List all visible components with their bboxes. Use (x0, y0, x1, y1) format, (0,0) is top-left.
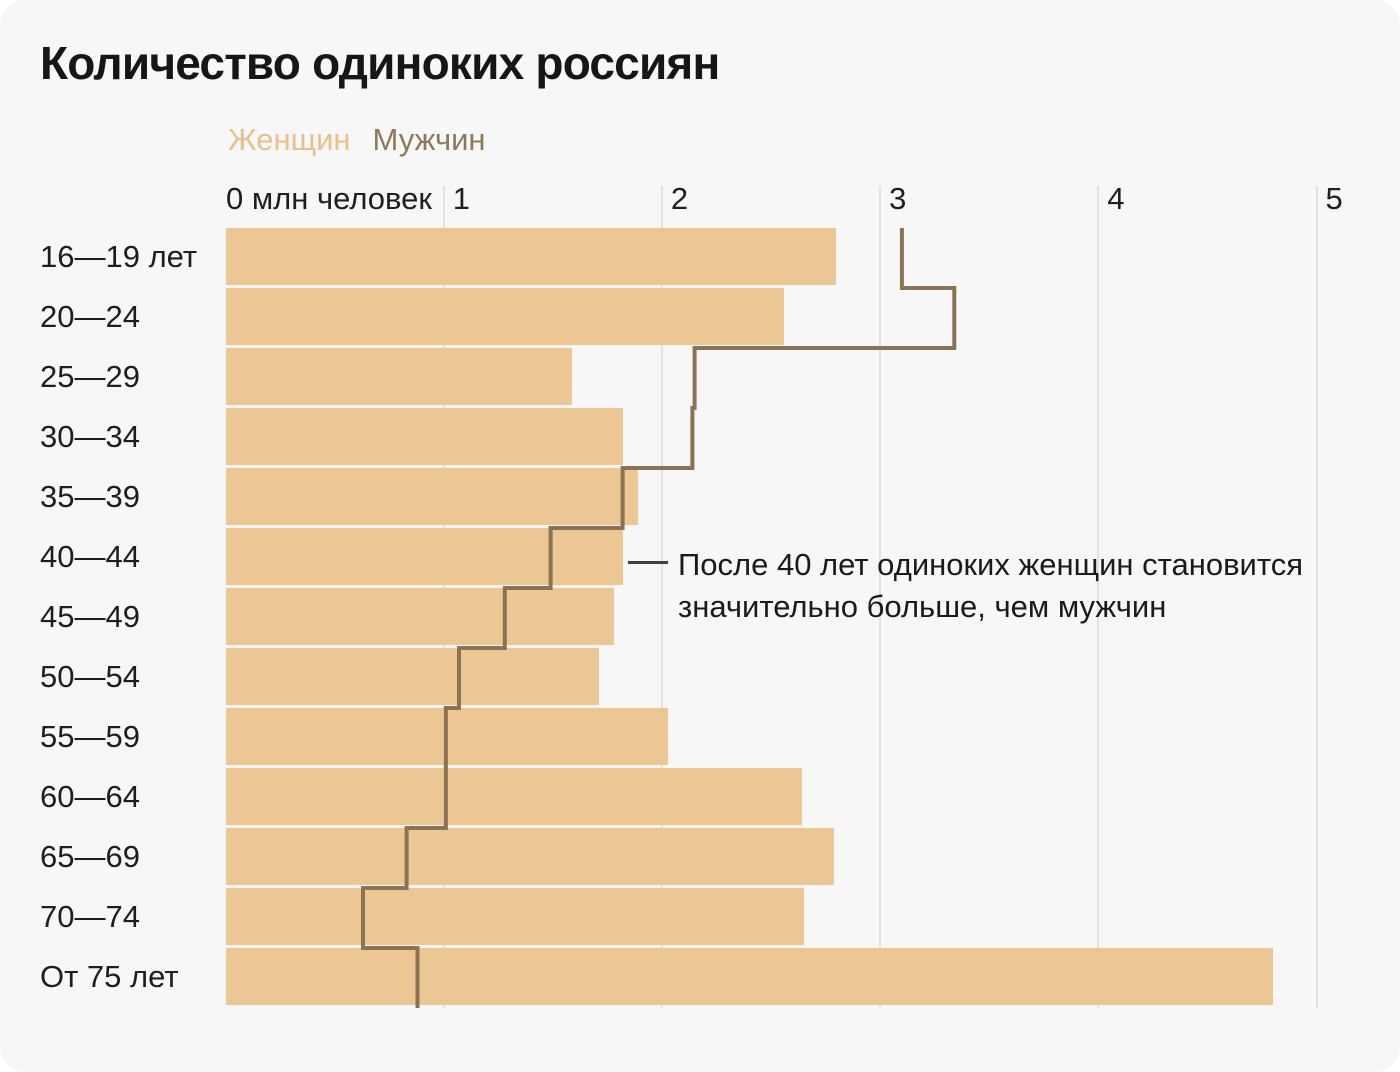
x-tick-label-5: 5 (1325, 181, 1343, 216)
gridline-5 (1315, 186, 1318, 1008)
row-label-8: 55—59 (40, 718, 140, 754)
row-label-1: 20—24 (40, 298, 140, 334)
bar-women-2 (225, 348, 573, 405)
x-tick-label-3: 3 (889, 181, 907, 216)
bar-women-11 (225, 888, 804, 945)
legend-item-women: Женщин (228, 122, 351, 157)
bar-women-4 (225, 468, 638, 525)
x-tick-label-4: 4 (1107, 181, 1125, 216)
legend-item-men: Мужчин (372, 122, 486, 157)
row-label-10: 65—69 (40, 838, 140, 874)
row-label-5: 40—44 (40, 538, 140, 574)
bar-women-0 (225, 228, 837, 285)
bar-women-7 (225, 648, 599, 705)
row-label-3: 30—34 (40, 418, 140, 454)
row-label-6: 45—49 (40, 598, 140, 634)
bar-women-5 (225, 528, 623, 585)
row-label-2: 25—29 (40, 358, 140, 394)
x-tick-label-1: 1 (452, 181, 470, 216)
row-label-4: 35—39 (40, 478, 140, 514)
x-tick-label-2: 2 (670, 181, 689, 216)
x-axis-unit-label: 0 млн человек (226, 181, 432, 216)
row-label-0: 16—19 лет (40, 238, 198, 274)
annotation-text-line1: После 40 лет одиноких женщин становится (678, 547, 1304, 582)
legend: Женщин Мужчин (228, 122, 486, 158)
row-label-12: От 75 лет (40, 958, 179, 994)
bar-women-3 (225, 408, 623, 465)
annotation-text-line2: значительно больше, чем мужчин (678, 589, 1167, 624)
row-label-7: 50—54 (40, 658, 140, 694)
bar-women-9 (225, 768, 802, 825)
bar-women-1 (225, 288, 785, 345)
chart-title: Количество одиноких россиян (40, 37, 720, 89)
gridline-4 (1097, 186, 1100, 1008)
row-label-9: 60—64 (40, 778, 140, 814)
bar-women-10 (225, 828, 835, 885)
bar-women-12 (225, 948, 1273, 1005)
bar-women-6 (225, 588, 614, 645)
annotation-connector-line (628, 561, 668, 564)
annotation-text: После 40 лет одиноких женщин становится … (678, 544, 1303, 628)
bar-women-8 (225, 708, 669, 765)
row-label-11: 70—74 (40, 898, 140, 934)
